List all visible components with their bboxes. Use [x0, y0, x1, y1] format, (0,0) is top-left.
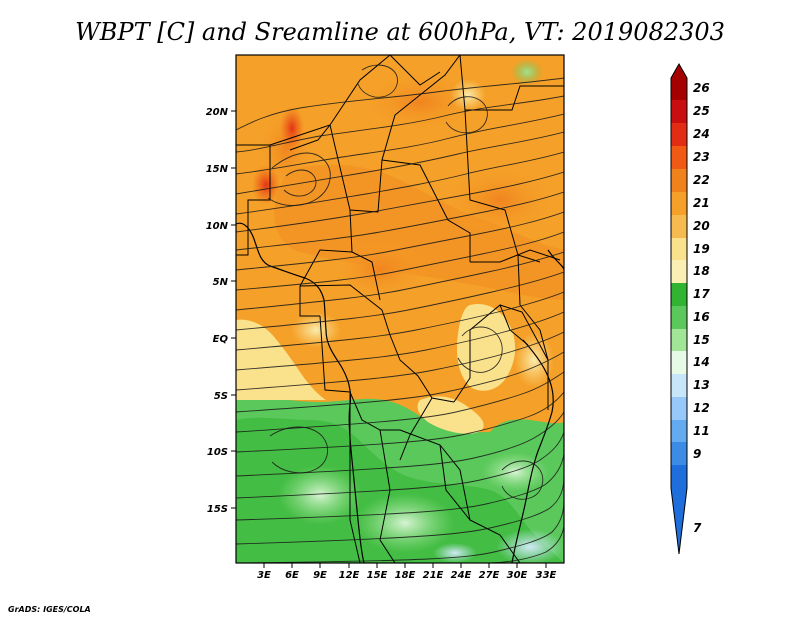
pale-yellow-east	[456, 303, 516, 391]
colorbar-top-cap	[671, 64, 687, 78]
colorbar-seg-7	[671, 465, 687, 488]
y-tick-label-10s: 10S	[207, 447, 228, 458]
colorbar-label-19: 19	[693, 242, 710, 256]
y-tick-label-10n: 10N	[206, 221, 229, 232]
colorbar-seg-17	[671, 283, 687, 306]
south-light-green-1	[278, 465, 362, 525]
colorbar-label-13: 13	[693, 378, 710, 392]
colorbar-label-23: 23	[693, 150, 710, 164]
chart-title: WBPT [C] and Sreamline at 600hPa, VT: 20…	[75, 18, 725, 46]
x-tick-labels: 3E 6E 9E 12E 15E 18E 21E 24E 27E 30E 33E	[257, 570, 556, 581]
x-tick-label-33e: 33E	[536, 570, 557, 581]
colorbar-label-25: 25	[693, 104, 710, 118]
colorbar-seg-24	[671, 123, 687, 146]
colorbar-bottom-cap	[671, 488, 687, 554]
y-tick-label-15s: 15S	[207, 504, 228, 515]
colorbar: 26 25 24 23 22 21 20 19 18 17 16 15 14 1…	[670, 62, 710, 555]
x-tick-label-3e: 3E	[257, 570, 271, 581]
colorbar-seg-11	[671, 420, 687, 442]
colorbar-seg-21	[671, 192, 687, 215]
colorbar-label-7: 7	[693, 521, 702, 535]
x-tick-label-21e: 21E	[423, 570, 444, 581]
colorbar-seg-16	[671, 306, 687, 329]
y-tick-label-15n: 15N	[206, 164, 229, 175]
north-dark-hotspot	[280, 106, 304, 150]
colorbar-label-24: 24	[693, 127, 710, 141]
colorbar-label-21: 21	[693, 196, 710, 210]
colorbar-segments	[671, 64, 687, 554]
x-tick-label-9e: 9E	[313, 570, 327, 581]
colorbar-label-9: 9	[693, 447, 701, 461]
colorbar-seg-25	[671, 100, 687, 123]
x-tick-label-30e: 30E	[507, 570, 528, 581]
x-axis: 3E 6E 9E 12E 15E 18E 21E 24E 27E 30E 33E	[257, 563, 557, 581]
colorbar-label-20: 20	[693, 219, 710, 233]
colorbar-seg-15	[671, 329, 687, 351]
plot-panel: 3E 6E 9E 12E 15E 18E 21E 24E 27E 30E 33E	[206, 54, 565, 581]
colorbar-label-18: 18	[693, 264, 710, 278]
colorbar-seg-20	[671, 215, 687, 238]
north-pale-patch	[450, 79, 486, 111]
pale-yellow-southeast	[417, 396, 484, 434]
x-tick-marks	[263, 563, 547, 568]
colorbar-seg-13	[671, 374, 687, 397]
colorbar-outline	[670, 62, 688, 555]
y-tick-label-eq: EQ	[213, 334, 229, 345]
y-axis: 20N 15N 10N 5N EQ 5S 10S 15S	[206, 107, 236, 515]
x-tick-label-27e: 27E	[479, 570, 500, 581]
west-dark-hotspot	[252, 165, 280, 205]
x-tick-label-18e: 18E	[395, 570, 416, 581]
northeast-green	[511, 59, 543, 85]
x-tick-label-12e: 12E	[339, 570, 360, 581]
y-tick-label-20n: 20N	[206, 107, 229, 118]
plot-frame	[235, 54, 565, 564]
south-deeper-green	[236, 417, 564, 563]
x-tick-label-24e: 24E	[451, 570, 472, 581]
coastline	[236, 222, 564, 563]
y-tick-label-5s: 5S	[214, 391, 228, 402]
central-orange-band	[274, 164, 564, 300]
colorbar-label-22: 22	[693, 173, 710, 187]
heatmap-field	[236, 55, 564, 563]
colorbar-seg-18	[671, 260, 687, 283]
colorbar-seg-23	[671, 146, 687, 169]
colorbar-labels: 26 25 24 23 22 21 20 19 18 17 16 15 14 1…	[693, 81, 710, 535]
grads-footer: GrADS: IGES/COLA	[8, 605, 91, 614]
sahara-orange	[360, 72, 480, 132]
colorbar-seg-14	[671, 351, 687, 374]
colorbar-seg-19	[671, 238, 687, 260]
streamlines	[236, 64, 564, 563]
colorbar-seg-9	[671, 442, 687, 465]
pale-yellow-west	[236, 319, 326, 400]
y-tick-marks	[231, 110, 236, 509]
colorbar-label-11: 11	[693, 424, 710, 438]
x-tick-label-15e: 15E	[367, 570, 388, 581]
south-light-green-2	[355, 493, 455, 553]
colorbar-label-16: 16	[693, 310, 710, 324]
x-tick-label-6e: 6E	[285, 570, 299, 581]
colorbar-label-15: 15	[693, 333, 710, 347]
central-orange	[332, 242, 428, 298]
south-pale-blue-2	[433, 543, 477, 563]
colorbar-label-17: 17	[693, 287, 710, 301]
east-orange	[445, 165, 555, 235]
south-light-green-3	[481, 452, 549, 492]
colorbar-seg-22	[671, 169, 687, 192]
colorbar-label-14: 14	[693, 355, 710, 369]
colorbar-label-12: 12	[693, 401, 710, 415]
colorbar-seg-26	[671, 78, 687, 100]
colorbar-seg-12	[671, 397, 687, 420]
colorbar-label-26: 26	[693, 81, 710, 95]
y-tick-label-5n: 5N	[213, 277, 229, 288]
y-tick-labels: 20N 15N 10N 5N EQ 5S 10S 15S	[206, 107, 229, 515]
south-pale-blue	[496, 529, 564, 563]
